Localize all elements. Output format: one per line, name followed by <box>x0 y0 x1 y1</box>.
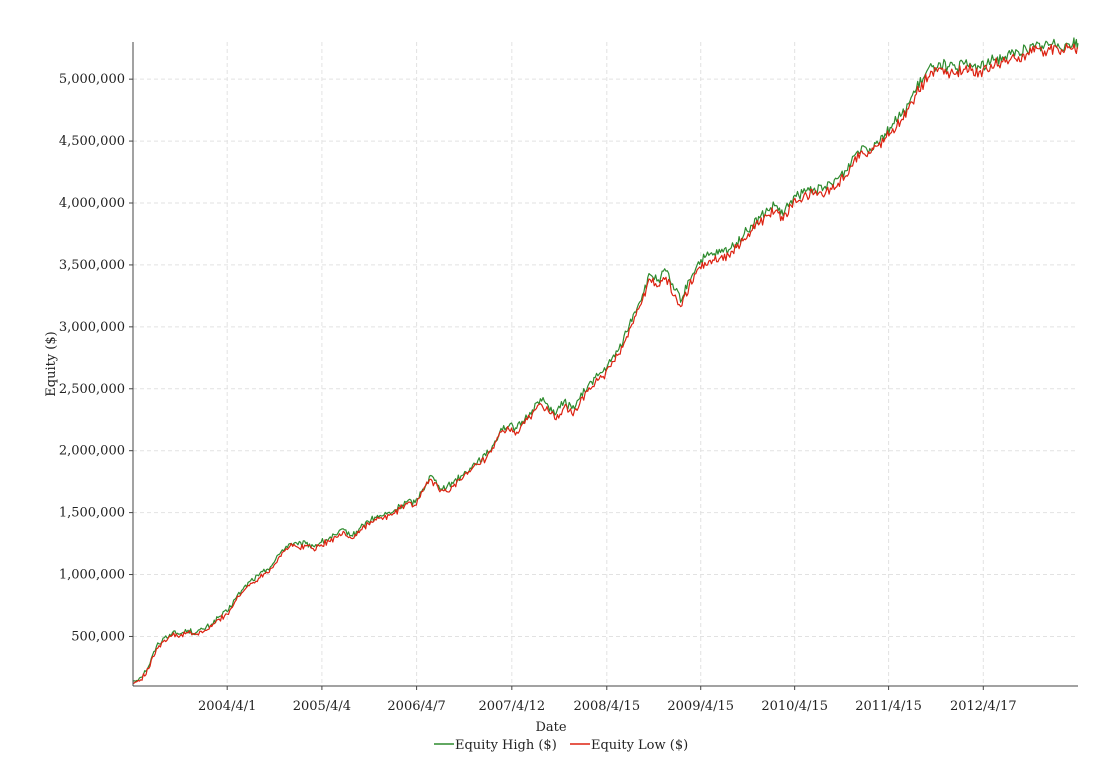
y-tick-label: 4,500,000 <box>59 134 125 149</box>
y-tick-label: 4,000,000 <box>59 196 125 211</box>
x-tick-label: 2007/4/12 <box>478 699 545 714</box>
legend: Equity High ($) Equity Low ($) <box>434 738 688 753</box>
y-axis-ticks: 500,000 1,000,000 1,500,000 2,000,000 2,500,… <box>59 72 133 644</box>
axes <box>132 42 1078 687</box>
x-tick-label: 2011/4/15 <box>855 699 922 714</box>
y-tick-label: 5,000,000 <box>59 72 125 87</box>
series-line-equity-high <box>132 37 1079 682</box>
x-tick-label: 2009/4/15 <box>667 699 734 714</box>
y-tick-label: 3,500,000 <box>59 258 125 273</box>
y-tick-label: 2,000,000 <box>59 444 125 459</box>
x-tick-label: 2010/4/15 <box>761 699 828 714</box>
x-tick-label: 2006/4/7 <box>387 699 445 714</box>
series-lines <box>132 37 1079 685</box>
y-axis-title: Equity ($) <box>44 331 59 396</box>
y-tick-label: 2,500,000 <box>59 382 125 397</box>
x-tick-label: 2004/4/1 <box>198 699 256 714</box>
x-tick-label: 2005/4/4 <box>293 699 351 714</box>
y-tick-label: 3,000,000 <box>59 320 125 335</box>
x-tick-label: 2012/4/17 <box>950 699 1017 714</box>
series-line-equity-low <box>132 43 1079 685</box>
y-tick-label: 1,000,000 <box>59 568 125 583</box>
x-tick-label: 2008/4/15 <box>573 699 640 714</box>
grid-lines <box>133 42 1078 686</box>
y-tick-label: 500,000 <box>71 629 125 644</box>
y-tick-label: 1,500,000 <box>59 506 125 521</box>
legend-label: Equity High ($) <box>455 738 557 753</box>
x-axis-ticks: 2004/4/1 2005/4/4 2006/4/7 2007/4/12 2008/4/… <box>198 686 1017 714</box>
legend-label: Equity Low ($) <box>591 738 688 753</box>
x-axis-title: Date <box>535 720 566 735</box>
